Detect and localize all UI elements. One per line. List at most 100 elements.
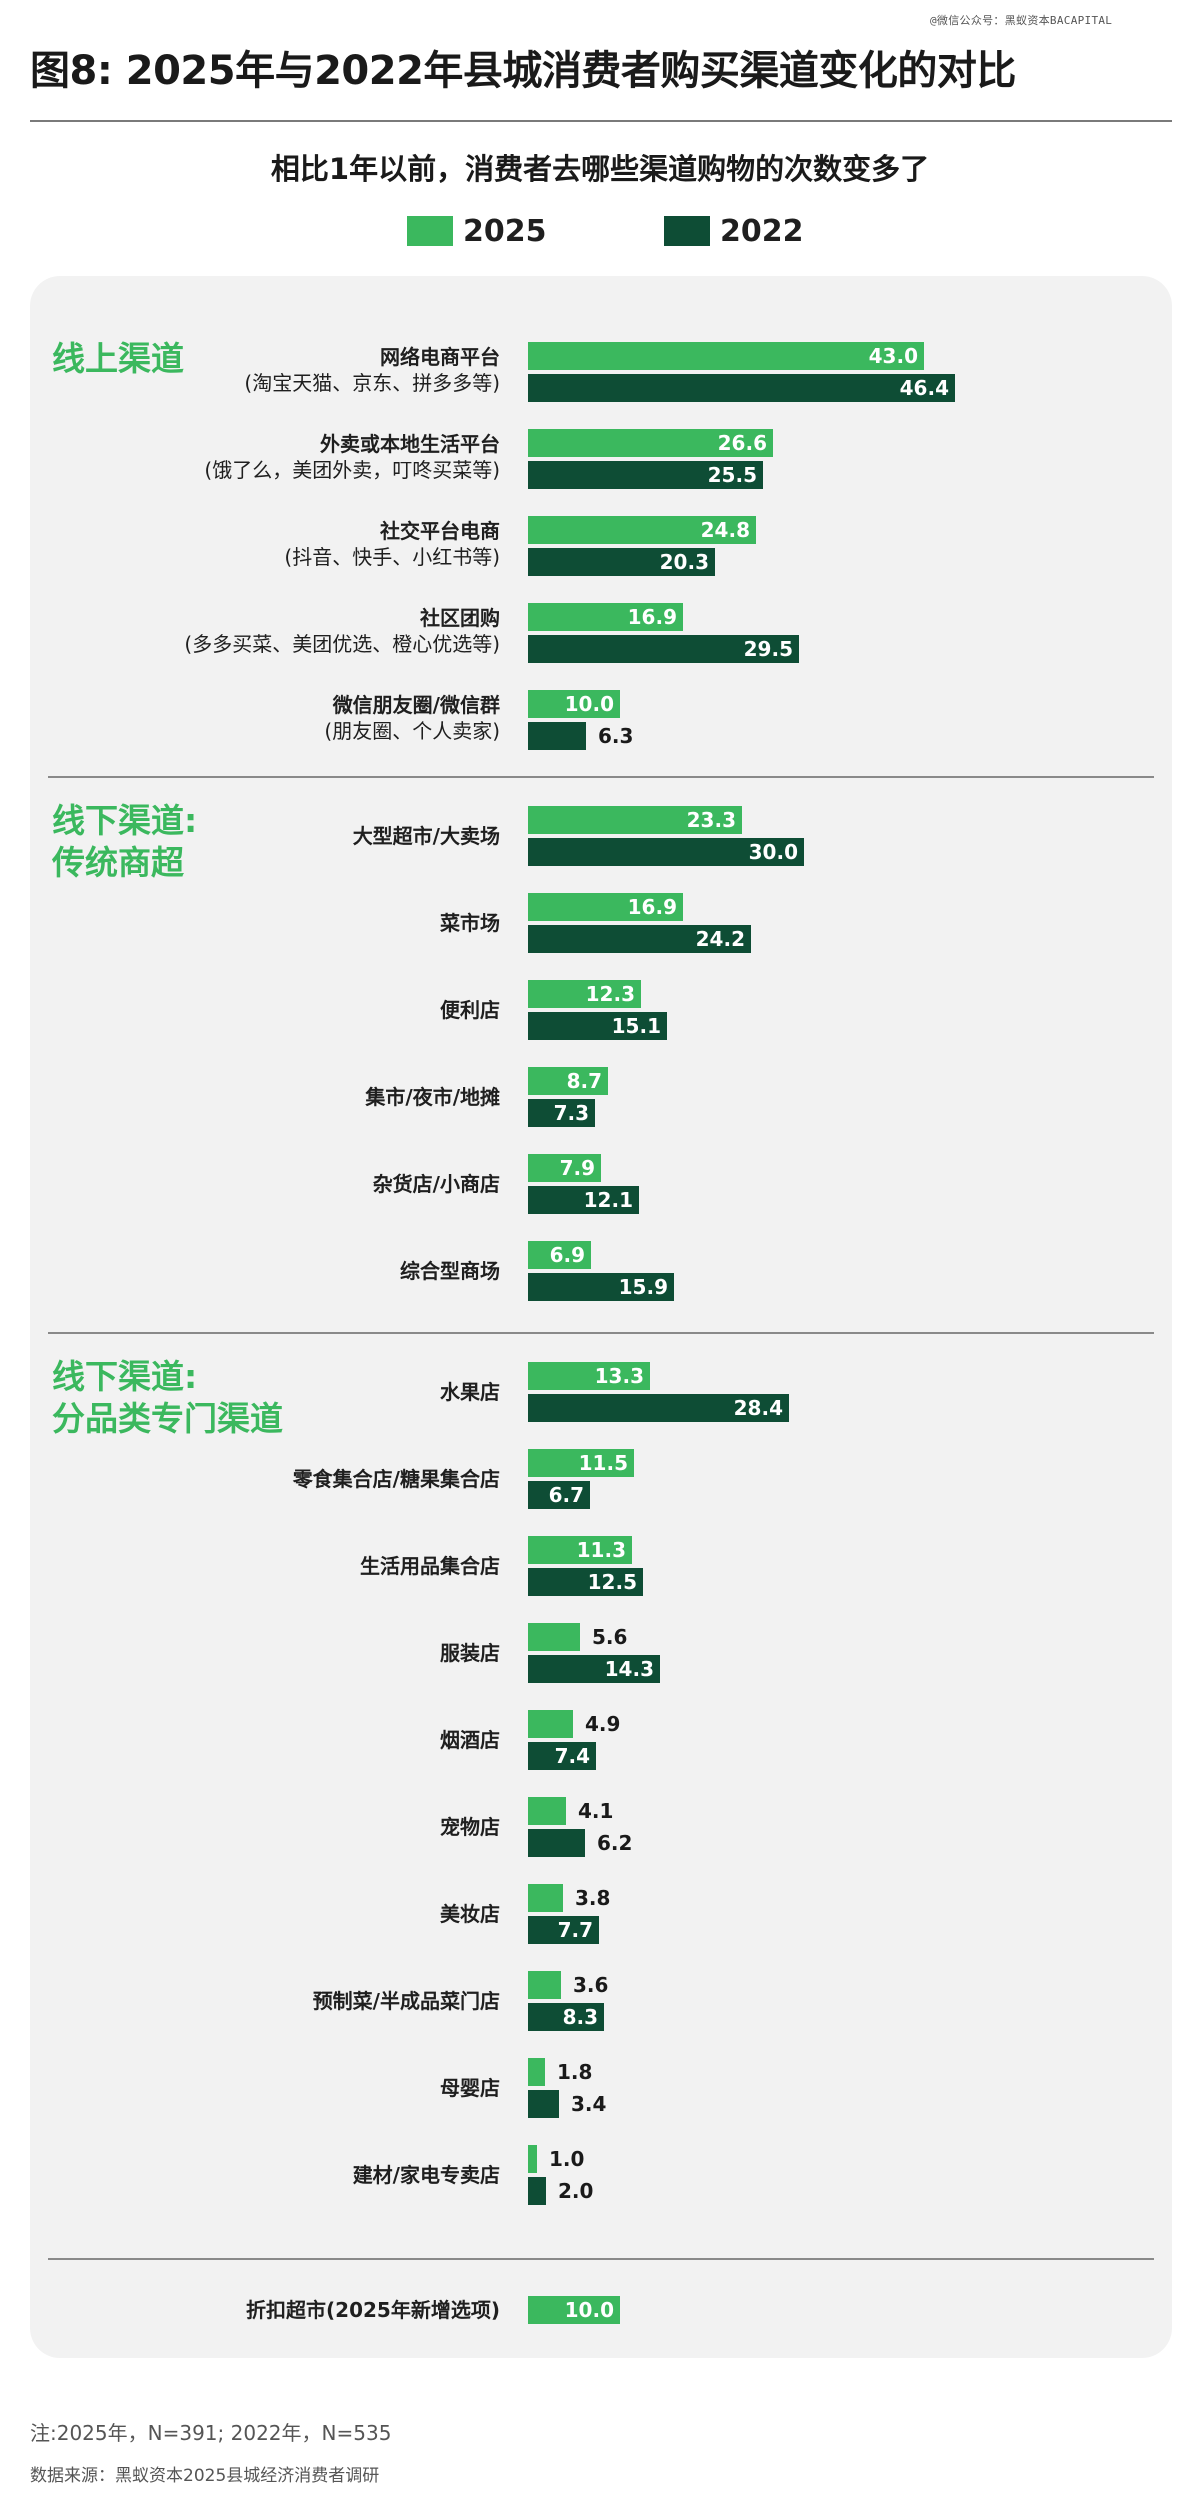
section-title: 线下渠道: 传统商超	[52, 800, 197, 884]
section-title: 线下渠道: 分品类专门渠道	[52, 1356, 283, 1440]
data-source: 数据来源：黑蚁资本2025县城经济消费者调研	[30, 2466, 380, 2486]
section-title-line: 线下渠道:	[52, 1357, 198, 1396]
category-name: 烟酒店	[440, 1728, 500, 1752]
chart-title: 相比1年以前，消费者去哪些渠道购物的次数变多了	[270, 152, 930, 186]
bar-2022	[528, 1099, 595, 1127]
category-label: 外卖或本地生活平台 (饿了么，美团外卖，叮咚买菜等)	[204, 431, 500, 483]
bar-2022-value: 12.5	[587, 1570, 637, 1594]
page-title: 图8: 2025年与2022年县城消费者购买渠道变化的对比	[30, 48, 1016, 94]
bar-2025-value: 11.5	[578, 1451, 628, 1475]
category-label: 生活用品集合店	[360, 1553, 500, 1579]
bar-2022	[528, 635, 799, 663]
bar-2025-value: 43.0	[868, 344, 918, 368]
bar-2025-value: 11.3	[576, 1538, 626, 1562]
category-label: 预制菜/半成品菜门店	[313, 1988, 500, 2014]
section-divider	[48, 776, 1154, 778]
category-label: 社交平台电商 (抖音、快手、小红书等)	[284, 518, 500, 570]
bar-2025-value: 4.1	[578, 1799, 614, 1823]
bar-2025	[528, 980, 641, 1008]
bar-2025-value: 3.8	[575, 1886, 611, 1910]
category-examples: (朋友圈、个人卖家)	[324, 719, 500, 743]
category-name: 社交平台电商	[380, 519, 500, 543]
bar-2022	[528, 1186, 639, 1214]
bar-2022-value: 7.7	[557, 1918, 593, 1942]
bar-2022-value: 15.9	[618, 1275, 668, 1299]
bar-2022-value: 15.1	[611, 1014, 661, 1038]
bar-2022	[528, 1568, 643, 1596]
category-label: 宠物店	[440, 1814, 500, 1840]
category-label: 微信朋友圈/微信群 (朋友圈、个人卖家)	[324, 692, 500, 744]
legend-item-2025: 2025	[407, 213, 547, 249]
bar-2025	[528, 1362, 650, 1390]
category-label: 便利店	[440, 997, 500, 1023]
category-label: 零食集合店/糖果集合店	[293, 1466, 500, 1492]
bar-2025	[528, 1971, 561, 1999]
bar-2025	[528, 893, 683, 921]
category-name: 母婴店	[440, 2076, 500, 2100]
bar-2025-value: 10.0	[564, 692, 614, 716]
bar-2025	[528, 603, 683, 631]
category-name: 网络电商平台	[380, 345, 500, 369]
legend-label-2025: 2025	[463, 213, 547, 249]
category-name: 微信朋友圈/微信群	[332, 693, 500, 717]
bar-2025	[528, 342, 924, 370]
bar-2022	[528, 925, 751, 953]
category-label: 水果店	[440, 1379, 500, 1405]
category-label: 折扣超市(2025年新增选项)	[246, 2297, 500, 2323]
bar-2025-value: 10.0	[564, 2298, 614, 2322]
section-title-line: 线上渠道	[52, 339, 184, 378]
category-examples: (抖音、快手、小红书等)	[284, 545, 500, 569]
bar-2025	[528, 2058, 545, 2086]
bar-2022	[528, 2003, 604, 2031]
bar-2025-value: 5.6	[592, 1625, 628, 1649]
bar-2022-value: 25.5	[707, 463, 757, 487]
bar-2025-value: 4.9	[585, 1712, 621, 1736]
watermark: @微信公众号：黑蚁资本BACAPITAL	[930, 14, 1113, 27]
section-title-line: 传统商超	[52, 843, 184, 882]
category-label: 杂货店/小商店	[373, 1171, 500, 1197]
section-divider	[48, 2258, 1154, 2260]
category-name: 外卖或本地生活平台	[320, 432, 500, 456]
bar-2022-value: 30.0	[748, 840, 798, 864]
bar-2022-value: 2.0	[558, 2179, 594, 2203]
bar-2025-value: 12.3	[585, 982, 635, 1006]
category-name: 建材/家电专卖店	[352, 2163, 500, 2187]
category-name: 生活用品集合店	[360, 1554, 500, 1578]
legend-item-2022: 2022	[664, 214, 804, 249]
section-divider	[48, 1332, 1154, 1334]
section-title-line: 线下渠道:	[52, 801, 198, 840]
bar-2022-value: 3.4	[571, 2092, 607, 2116]
bar-2022	[528, 1394, 789, 1422]
bar-2022-value: 28.4	[733, 1396, 783, 1420]
bar-2022	[528, 461, 763, 489]
bar-2025-value: 3.6	[573, 1973, 609, 1997]
category-label: 美妆店	[440, 1901, 500, 1927]
bar-2025-value: 1.8	[557, 2060, 593, 2084]
bar-2025-value: 8.7	[566, 1069, 602, 1093]
category-examples: (淘宝天猫、京东、拼多多等)	[244, 371, 500, 395]
footnote: 注:2025年，N=391; 2022年，N=535	[30, 2421, 392, 2445]
bar-2022-value: 7.4	[554, 1744, 590, 1768]
bar-2025-value: 16.9	[627, 605, 677, 629]
bar-2022	[528, 838, 804, 866]
bar-2022	[528, 2090, 559, 2118]
bar-2022-value: 29.5	[743, 637, 793, 661]
category-label: 服装店	[440, 1640, 500, 1666]
bar-2022-value: 12.1	[583, 1188, 633, 1212]
bar-2022	[528, 374, 955, 402]
category-label: 综合型商场	[400, 1258, 500, 1284]
legend-swatch-2025	[407, 216, 453, 246]
bar-2025-value: 24.8	[700, 518, 750, 542]
category-name: 菜市场	[440, 911, 500, 935]
bar-2022	[528, 1742, 596, 1770]
bar-2025	[528, 1536, 632, 1564]
chart-panel	[30, 276, 1172, 2358]
legend-swatch-2022	[664, 216, 710, 246]
bar-2025-value: 23.3	[686, 808, 736, 832]
title-divider	[30, 120, 1172, 122]
section-title-line: 分品类专门渠道	[52, 1399, 283, 1438]
bar-2025	[528, 1623, 580, 1651]
bar-2022	[528, 548, 715, 576]
category-label: 社区团购 (多多买菜、美团优选、橙心优选等)	[184, 605, 500, 657]
bar-2025-value: 13.3	[594, 1364, 644, 1388]
